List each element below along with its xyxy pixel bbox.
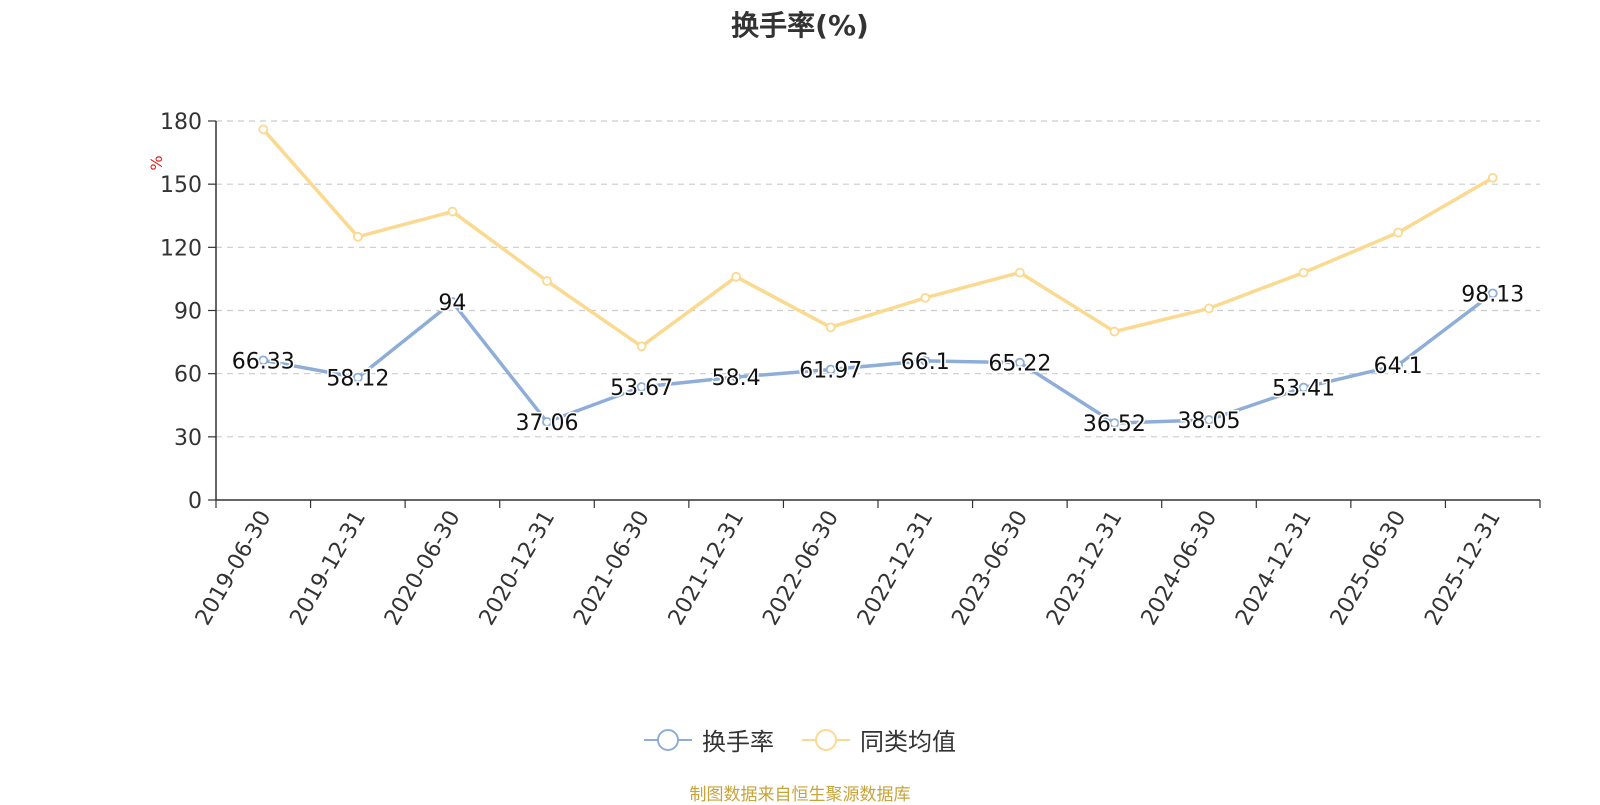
- data-point: [1204, 303, 1214, 314]
- data-label: 98.13: [1461, 282, 1524, 307]
- data-label: 66.1: [901, 350, 950, 375]
- data-label: 94: [438, 291, 466, 316]
- data-label: 66.33: [232, 349, 295, 374]
- y-axis-label: %: [147, 155, 166, 170]
- data-point: [258, 124, 269, 135]
- data-point: [1109, 326, 1120, 337]
- data-point: [258, 355, 269, 366]
- x-tick-label: 2020-06-30: [380, 507, 466, 630]
- x-tick-label: 2020-12-31: [475, 507, 561, 630]
- data-point: [731, 372, 742, 382]
- data-point: [542, 276, 552, 286]
- data-point: [920, 292, 931, 303]
- y-tick-label: 180: [160, 110, 202, 135]
- x-tick-label: 2022-06-30: [758, 507, 844, 630]
- data-point: [731, 271, 742, 282]
- legend: 换手率 同类均值: [0, 722, 1600, 757]
- y-tick-label: 90: [174, 300, 202, 325]
- data-point: [1014, 357, 1025, 368]
- data-point: [1487, 172, 1498, 183]
- data-label: 58.12: [326, 367, 389, 392]
- legend-marker-peer-average-icon: [802, 728, 850, 751]
- data-label: 64.1: [1374, 354, 1423, 379]
- x-tick-label: 2023-06-30: [947, 507, 1033, 630]
- data-point: [1393, 227, 1404, 238]
- x-tick-label: 2019-12-31: [285, 507, 371, 630]
- series-group: [258, 124, 1498, 429]
- data-point: [636, 341, 647, 352]
- x-tick-label: 2023-12-31: [1042, 507, 1128, 630]
- legend-item-turnover[interactable]: 换手率: [644, 722, 774, 757]
- data-point: [542, 417, 552, 427]
- y-tick-label: 0: [188, 489, 202, 514]
- data-point: [1109, 418, 1120, 429]
- x-tick-label: 2025-12-31: [1420, 507, 1506, 630]
- data-point: [1298, 267, 1309, 278]
- y-tick-label: 150: [160, 173, 202, 198]
- data-label: 53.41: [1272, 377, 1335, 402]
- data-point: [920, 355, 931, 366]
- data-point: [447, 206, 458, 217]
- data-labels: 66.33 58.12 94 37.06 53.67 58.4 61.97 66.1 65.22…: [230, 281, 1525, 439]
- grid-lines: [216, 120, 1540, 438]
- x-tick-label: 2021-06-30: [569, 507, 655, 630]
- data-point: [1014, 267, 1025, 278]
- data-label: 36.52: [1083, 412, 1146, 437]
- data-point: [1298, 382, 1309, 393]
- data-label: 53.67: [610, 376, 673, 401]
- x-axis-ticks: 2019-06-30 2019-12-31 2020-06-30 2020-12-31…: [191, 500, 1541, 630]
- data-point: [825, 364, 836, 375]
- y-tick-label: 60: [174, 363, 202, 388]
- data-label: 61.97: [799, 359, 862, 384]
- x-tick-label: 2021-12-31: [664, 507, 750, 630]
- data-point: [636, 382, 647, 392]
- y-tick-label: 120: [160, 236, 202, 261]
- data-point: [352, 372, 363, 383]
- x-tick-label: 2024-06-30: [1137, 507, 1223, 630]
- legend-marker-turnover-icon: [644, 728, 692, 751]
- x-tick-label: 2019-06-30: [191, 507, 277, 630]
- data-point: [447, 297, 458, 307]
- legend-label-turnover: 换手率: [702, 728, 774, 756]
- legend-item-peer-average[interactable]: 同类均值: [802, 722, 956, 757]
- data-point: [1393, 360, 1404, 370]
- data-label: 37.06: [516, 411, 579, 436]
- data-label: 58.4: [712, 366, 761, 391]
- x-tick-label: 2024-12-31: [1231, 507, 1317, 630]
- data-point: [1487, 288, 1498, 299]
- series-line-1: [261, 128, 1494, 349]
- data-point: [352, 231, 363, 242]
- y-axis-ticks: 0 30 60 90 120 150 180: [160, 110, 216, 514]
- data-source-note: 制图数据来自恒生聚源数据库: [689, 785, 911, 805]
- chart-title: 换手率(%): [731, 9, 869, 42]
- data-label: 65.22: [988, 352, 1051, 377]
- x-tick-label: 2025-06-30: [1326, 507, 1412, 630]
- series-line-0: [262, 291, 1494, 425]
- legend-label-peer-average: 同类均值: [860, 728, 956, 756]
- y-tick-label: 30: [174, 426, 202, 451]
- data-label: 38.05: [1178, 409, 1241, 434]
- data-point: [825, 322, 836, 333]
- x-tick-label: 2022-12-31: [853, 506, 939, 629]
- data-point: [1204, 414, 1214, 425]
